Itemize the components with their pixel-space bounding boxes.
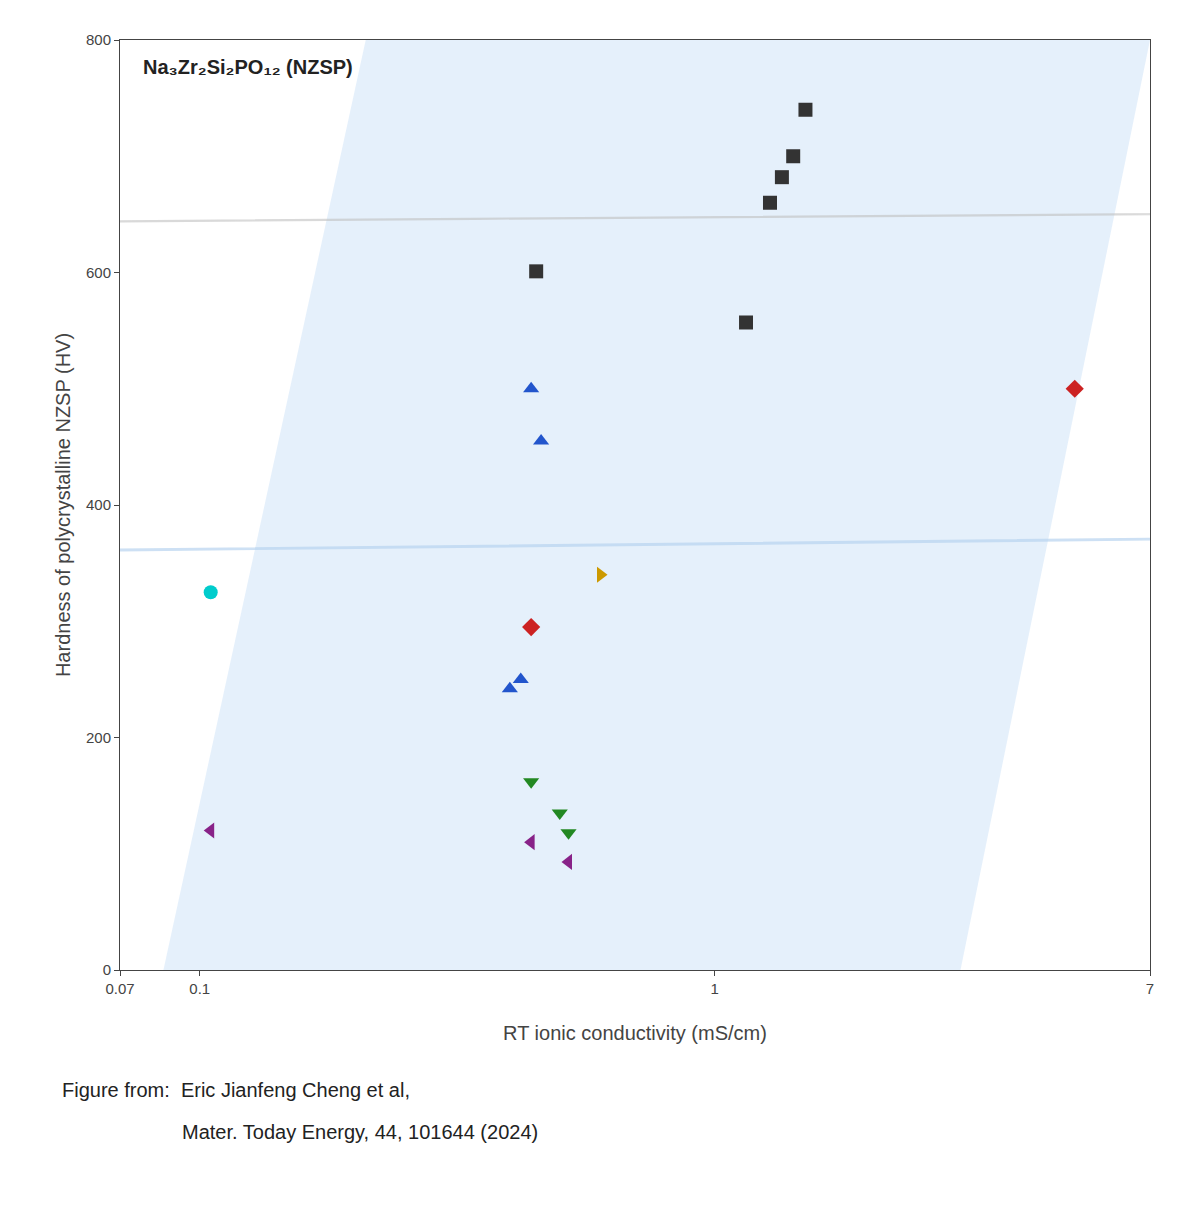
svg-text:1: 1 bbox=[711, 980, 719, 997]
svg-text:Figure from: Eric Jianfeng Ch: Figure from: Eric Jianfeng Cheng et al, bbox=[62, 1079, 410, 1101]
svg-text:0.07: 0.07 bbox=[105, 980, 134, 997]
svg-text:400: 400 bbox=[86, 496, 111, 513]
svg-text:200: 200 bbox=[86, 729, 111, 746]
svg-text:600: 600 bbox=[86, 264, 111, 281]
svg-text:Hardness of polycrystalline NZ: Hardness of polycrystalline NZSP (HV) bbox=[52, 333, 74, 677]
svg-text:0: 0 bbox=[103, 961, 111, 978]
svg-text:800: 800 bbox=[86, 31, 111, 48]
svg-text:RT ionic conductivity (mS/cm): RT ionic conductivity (mS/cm) bbox=[503, 1022, 767, 1044]
svg-text:Mater. Today Energy, 44, 10164: Mater. Today Energy, 44, 101644 (2024) bbox=[182, 1121, 538, 1143]
svg-text:0.1: 0.1 bbox=[189, 980, 210, 997]
svg-text:Na₃Zr₂Si₂PO₁₂ (NZSP): Na₃Zr₂Si₂PO₁₂ (NZSP) bbox=[143, 56, 353, 78]
svg-text:7: 7 bbox=[1146, 980, 1154, 997]
